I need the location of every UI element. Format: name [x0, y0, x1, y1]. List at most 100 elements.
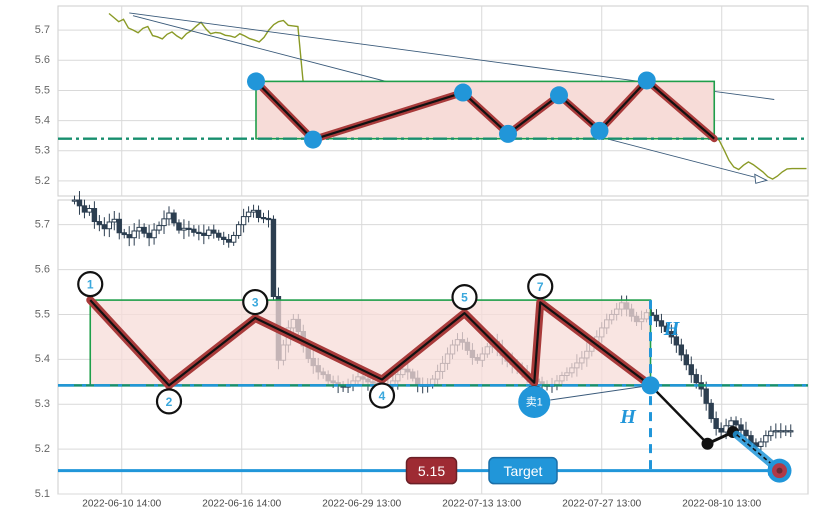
candle-body — [225, 238, 232, 243]
upper-zigzag-node[interactable] — [499, 124, 517, 143]
candle-body — [121, 232, 127, 236]
lower-ytick-label: 5.1 — [35, 488, 50, 500]
candle-body — [763, 435, 769, 443]
candle-body — [171, 212, 177, 224]
candle-body — [230, 234, 237, 243]
candle-body — [181, 227, 187, 231]
zigzag-marker-5[interactable] — [451, 284, 478, 311]
candle-body — [683, 354, 689, 366]
candle-body — [245, 211, 252, 218]
candle-body — [71, 199, 78, 202]
candle-body — [211, 229, 217, 234]
projection-arrow-line — [736, 434, 781, 472]
candle-body — [141, 226, 147, 234]
lower-ytick-label: 5.4 — [35, 353, 50, 365]
candle-body — [166, 212, 172, 220]
candle-body — [668, 331, 675, 338]
candle-body — [653, 314, 660, 322]
dumbbell-node-0 — [701, 437, 714, 450]
upper-zigzag-node[interactable] — [590, 121, 609, 140]
candle-body — [673, 336, 680, 346]
candle-body — [191, 228, 197, 233]
candle-body — [136, 226, 142, 232]
candle-body — [733, 420, 739, 426]
zigzag-marker-label-7: 7 — [537, 280, 544, 294]
lower-ytick-label: 5.6 — [35, 263, 50, 275]
candle-body — [773, 430, 779, 433]
upper-zigzag-node[interactable] — [454, 83, 472, 102]
breakdown-origin-node[interactable] — [641, 376, 660, 395]
lower-zigzag-line — [89, 299, 652, 387]
candle-body — [783, 430, 789, 433]
target-bullseye-center — [776, 467, 783, 474]
candle-body — [658, 320, 665, 327]
candle-body — [91, 208, 98, 223]
h-label-0: H — [663, 318, 681, 340]
candle-body — [186, 227, 192, 230]
target-badge[interactable] — [488, 456, 558, 485]
x-axis-label: 2022-07-13 13:00 — [442, 498, 521, 509]
zigzag-marker-3[interactable] — [242, 288, 269, 316]
candle-body — [221, 236, 227, 240]
candle-body — [758, 441, 764, 447]
sell-connector-line — [550, 384, 651, 401]
candle-body — [663, 325, 670, 333]
upper-zigzag-node[interactable] — [304, 130, 322, 149]
candle-body — [703, 388, 709, 404]
upper-zigzag-node[interactable] — [637, 71, 656, 90]
upper-ytick-label: 5.3 — [35, 145, 50, 157]
zigzag-marker-label-4: 4 — [379, 389, 386, 403]
lower-ytick-label: 5.5 — [35, 308, 50, 320]
x-axis-label: 2022-06-10 14:00 — [82, 498, 161, 509]
candle-body — [96, 221, 103, 226]
candle-body — [81, 205, 88, 213]
x-axis-label: 2022-08-10 13:00 — [682, 498, 761, 509]
x-axis-label: 2022-06-16 14:00 — [202, 498, 281, 509]
zigzag-marker-label-1: 1 — [87, 278, 94, 292]
zigzag-marker-2[interactable] — [155, 388, 183, 415]
target-badge-label: Target — [504, 463, 543, 479]
candle-body — [206, 229, 212, 236]
candle-body — [235, 224, 242, 236]
zigzag-marker-label-3: 3 — [252, 296, 259, 310]
candle-body — [250, 209, 257, 213]
zigzag-marker-7[interactable] — [527, 273, 554, 300]
candle-body — [255, 209, 262, 219]
candle-body — [86, 208, 93, 213]
upper-ytick-label: 5.5 — [35, 84, 50, 96]
zigzag-marker-label-5: 5 — [461, 291, 468, 305]
candle-body — [116, 218, 122, 234]
x-axis-label: 2022-07-27 13:00 — [562, 498, 641, 509]
zigzag-marker-label-2: 2 — [166, 395, 173, 409]
candle-body — [768, 430, 774, 437]
upper-zigzag-node[interactable] — [247, 72, 265, 91]
candle-body — [265, 217, 272, 221]
candle-body — [146, 232, 152, 239]
upper-zigzag-line — [255, 79, 715, 141]
candle-body — [216, 232, 222, 238]
candle-body — [76, 199, 83, 207]
candle-body — [161, 218, 167, 227]
candle-body — [688, 364, 694, 376]
lower-ytick-label: 5.2 — [35, 443, 50, 455]
price-badge[interactable] — [405, 456, 458, 485]
upper-trend-arrowhead — [754, 173, 769, 184]
candle-body — [156, 225, 162, 231]
lower-ytick-label: 5.3 — [35, 398, 50, 410]
candle-body — [738, 424, 744, 431]
candle-body — [151, 229, 157, 239]
zigzag-marker-1[interactable] — [77, 270, 104, 298]
candle-body — [778, 430, 784, 433]
candle-body — [126, 234, 132, 239]
candle-body — [743, 429, 749, 437]
candle-body — [718, 427, 724, 433]
zigzag-marker-4[interactable] — [368, 382, 396, 409]
upper-ytick-label: 5.7 — [35, 24, 50, 36]
upper-ytick-label: 5.2 — [35, 175, 50, 187]
sell-signal-marker[interactable] — [518, 385, 551, 418]
price-badge-label: 5.15 — [418, 463, 445, 479]
candle-body — [678, 344, 685, 356]
upper-zigzag-node[interactable] — [550, 86, 568, 105]
sell-signal-label: 卖1 — [526, 395, 543, 408]
